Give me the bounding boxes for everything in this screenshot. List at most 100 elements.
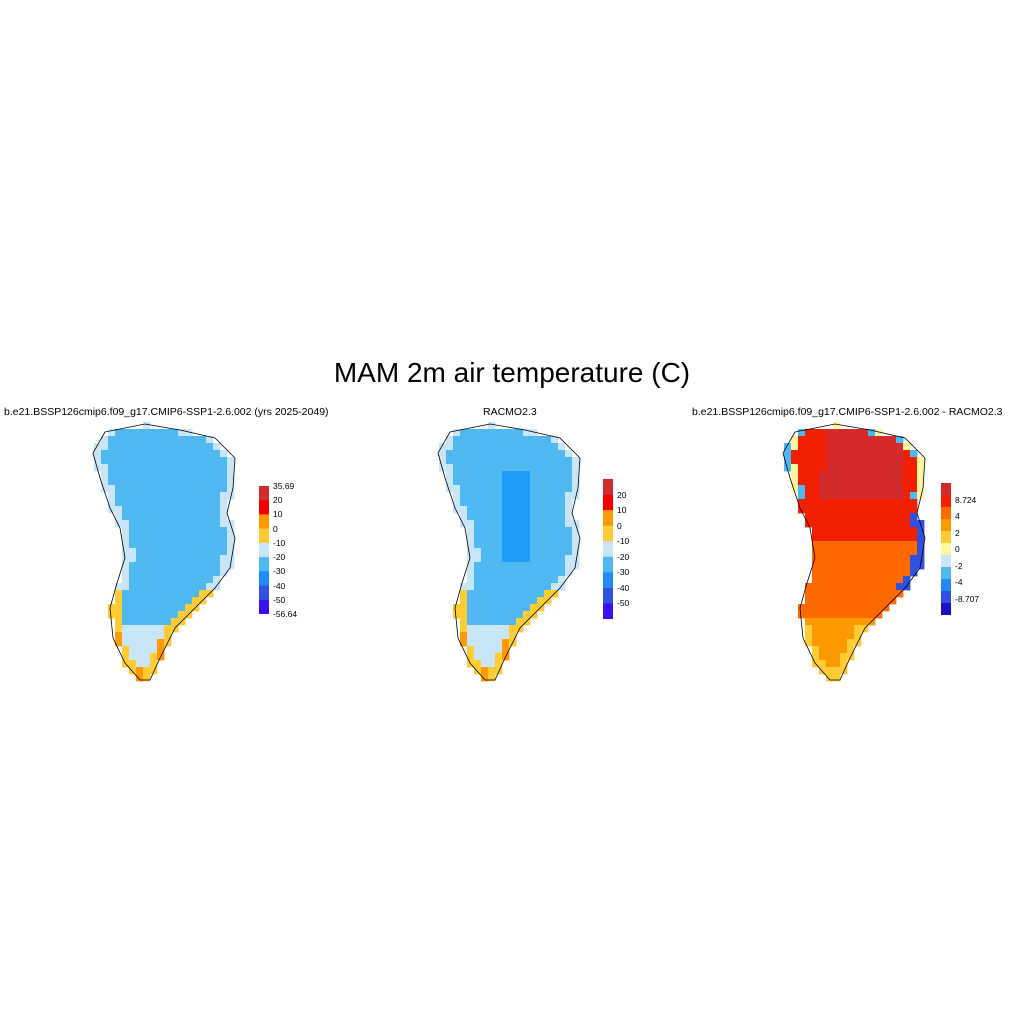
grid-cell xyxy=(516,569,524,577)
grid-cell xyxy=(439,443,447,451)
grid-cell xyxy=(516,604,524,612)
grid-cell xyxy=(143,667,151,675)
grid-cell xyxy=(558,464,566,472)
grid-cell xyxy=(108,611,116,619)
grid-cell xyxy=(185,506,193,514)
grid-cell xyxy=(910,478,918,486)
grid-cell xyxy=(136,513,144,521)
grid-cell xyxy=(812,625,820,633)
grid-cell xyxy=(819,429,827,437)
grid-cell xyxy=(206,555,214,563)
grid-cell xyxy=(826,646,834,654)
grid-cell xyxy=(129,492,137,500)
grid-cell xyxy=(199,478,207,486)
grid-cell xyxy=(530,548,538,556)
grid-cell xyxy=(868,429,876,437)
grid-cell xyxy=(812,548,820,556)
grid-cell xyxy=(164,576,172,584)
grid-cell xyxy=(474,632,482,640)
grid-cell xyxy=(523,450,531,458)
grid-cell xyxy=(558,443,566,451)
grid-cell xyxy=(467,569,475,577)
grid-cell xyxy=(157,597,165,605)
grid-cell xyxy=(854,632,862,640)
grid-cell xyxy=(122,464,130,472)
grid-cell xyxy=(460,506,468,514)
grid-cell xyxy=(896,492,904,500)
colorbar-label: -50 xyxy=(617,598,630,609)
grid-cell xyxy=(861,436,869,444)
grid-cell xyxy=(544,457,552,465)
grid-cell xyxy=(481,499,489,507)
grid-cell xyxy=(523,541,531,549)
grid-cell xyxy=(875,513,883,521)
grid-cell xyxy=(143,583,151,591)
grid-cell xyxy=(122,611,130,619)
colorbar-swatch xyxy=(259,542,269,558)
grid-cell xyxy=(178,520,186,528)
colorbar-label: -8.707 xyxy=(955,593,980,604)
grid-cell xyxy=(551,527,559,535)
grid-cell xyxy=(164,541,172,549)
grid-cell xyxy=(565,520,573,528)
grid-cell xyxy=(481,632,489,640)
grid-cell xyxy=(826,520,834,528)
grid-cell xyxy=(896,513,904,521)
grid-cell xyxy=(530,457,538,465)
grid-cell xyxy=(467,604,475,612)
grid-cell xyxy=(509,485,517,493)
grid-cell xyxy=(115,625,123,633)
grid-cell xyxy=(544,534,552,542)
colorbar-label: -50 xyxy=(273,594,286,605)
grid-cell xyxy=(819,548,827,556)
grid-cell xyxy=(136,436,144,444)
grid-cell xyxy=(551,436,559,444)
grid-cell xyxy=(213,583,221,591)
grid-cell xyxy=(453,450,461,458)
grid-cell xyxy=(474,450,482,458)
grid-cell xyxy=(213,534,221,542)
grid-cell xyxy=(537,590,545,598)
grid-cell xyxy=(805,597,813,605)
grid-cell xyxy=(178,604,186,612)
grid-cell xyxy=(495,457,503,465)
grid-cell xyxy=(537,576,545,584)
grid-cell xyxy=(537,569,545,577)
grid-cell xyxy=(889,513,897,521)
grid-cell xyxy=(868,527,876,535)
grid-cell xyxy=(481,450,489,458)
grid-cell xyxy=(812,457,820,465)
grid-cell xyxy=(812,562,820,570)
grid-cell xyxy=(129,527,137,535)
grid-cell xyxy=(889,492,897,500)
grid-cell xyxy=(143,646,151,654)
grid-cell xyxy=(122,583,130,591)
grid-cell xyxy=(150,492,158,500)
grid-cell xyxy=(481,583,489,591)
grid-cell xyxy=(812,471,820,479)
grid-cell xyxy=(115,485,123,493)
grid-cell xyxy=(896,527,904,535)
grid-cell xyxy=(868,450,876,458)
grid-cell xyxy=(150,632,158,640)
grid-cell xyxy=(861,499,869,507)
grid-cell xyxy=(446,443,454,451)
grid-cell xyxy=(185,464,193,472)
grid-cell xyxy=(896,443,904,451)
grid-cell xyxy=(840,597,848,605)
grid-cell xyxy=(903,520,911,528)
grid-cell xyxy=(199,520,207,528)
grid-cell xyxy=(544,562,552,570)
grid-cell xyxy=(171,576,179,584)
grid-cell xyxy=(847,576,855,584)
grid-cell xyxy=(150,618,158,626)
grid-cell xyxy=(150,576,158,584)
grid-cell xyxy=(847,618,855,626)
grid-cell xyxy=(847,450,855,458)
grid-cell xyxy=(861,555,869,563)
grid-cell xyxy=(840,569,848,577)
colorbar-swatch xyxy=(603,510,613,526)
grid-cell xyxy=(488,653,496,661)
grid-cell xyxy=(164,611,172,619)
grid-cell xyxy=(474,576,482,584)
